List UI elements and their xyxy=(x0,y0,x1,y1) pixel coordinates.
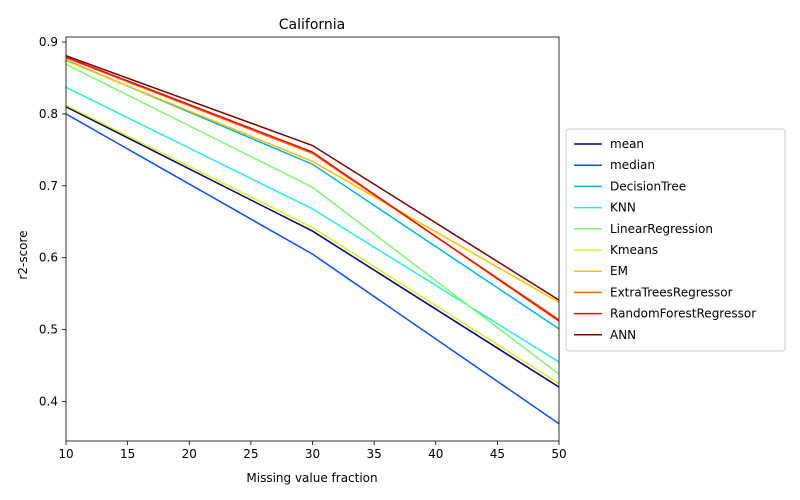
legend-label: DecisionTree xyxy=(610,179,686,193)
y-tick-label: 0.4 xyxy=(39,394,58,408)
legend-label: ANN xyxy=(610,328,636,342)
legend-label: ExtraTreesRegressor xyxy=(610,285,733,299)
y-axis: 0.4 0.5 0.6 0.7 0.8 0.9 xyxy=(39,35,66,408)
series-line-Kmeans xyxy=(66,104,559,385)
x-tick-label: 30 xyxy=(305,447,320,461)
y-tick-label: 0.5 xyxy=(39,323,58,337)
chart-title: California xyxy=(279,17,345,33)
x-tick-label: 45 xyxy=(490,447,505,461)
plot-area xyxy=(65,36,560,442)
x-tick-label: 35 xyxy=(366,447,381,461)
series-line-KNN xyxy=(66,86,559,363)
x-axis: 10 15 20 25 30 35 40 45 50 xyxy=(58,441,567,461)
legend-label: RandomForestRegressor xyxy=(610,307,756,321)
x-tick-label: 50 xyxy=(551,447,566,461)
x-tick-label: 40 xyxy=(428,447,443,461)
series-line-mean xyxy=(66,106,559,388)
legend-frame xyxy=(565,128,786,352)
x-tick-label: 10 xyxy=(58,447,73,461)
legend-item: KNN xyxy=(574,201,636,215)
legend-item: ExtraTreesRegressor xyxy=(574,285,733,299)
legend-item: EM xyxy=(574,264,628,278)
series-line-RandomForestRegressor xyxy=(66,56,559,322)
series-line-DecisionTree xyxy=(66,59,559,330)
y-tick-label: 0.8 xyxy=(39,107,58,121)
series-line-EM xyxy=(66,60,559,303)
legend-item: DecisionTree xyxy=(574,179,686,193)
legend-item: RandomForestRegressor xyxy=(574,307,756,321)
legend-label: LinearRegression xyxy=(610,222,713,236)
x-tick-label: 15 xyxy=(120,447,135,461)
x-tick-label: 25 xyxy=(243,447,258,461)
series-line-median xyxy=(66,113,559,425)
y-axis-label: r2-score xyxy=(16,230,30,279)
legend-item: median xyxy=(574,158,655,172)
series-line-ANN xyxy=(66,54,559,301)
series-line-LinearRegression xyxy=(66,63,559,375)
x-tick-label: 20 xyxy=(182,447,197,461)
y-tick-label: 0.9 xyxy=(39,35,58,49)
legend-item: LinearRegression xyxy=(574,222,713,236)
legend-item: mean xyxy=(574,137,644,151)
y-tick-label: 0.7 xyxy=(39,179,58,193)
x-axis-label: Missing value fraction xyxy=(246,471,377,485)
legend-label: KNN xyxy=(610,201,636,215)
legend: mean median DecisionTree KNN LinearRegressio… xyxy=(565,128,786,352)
legend-item: ANN xyxy=(574,328,636,342)
legend-item: Kmeans xyxy=(574,243,658,257)
legend-label: mean xyxy=(610,137,644,151)
legend-label: Kmeans xyxy=(610,243,658,257)
plot-frame xyxy=(65,36,560,442)
legend-label: median xyxy=(610,158,655,172)
legend-label: EM xyxy=(610,264,628,278)
y-tick-label: 0.6 xyxy=(39,251,58,265)
